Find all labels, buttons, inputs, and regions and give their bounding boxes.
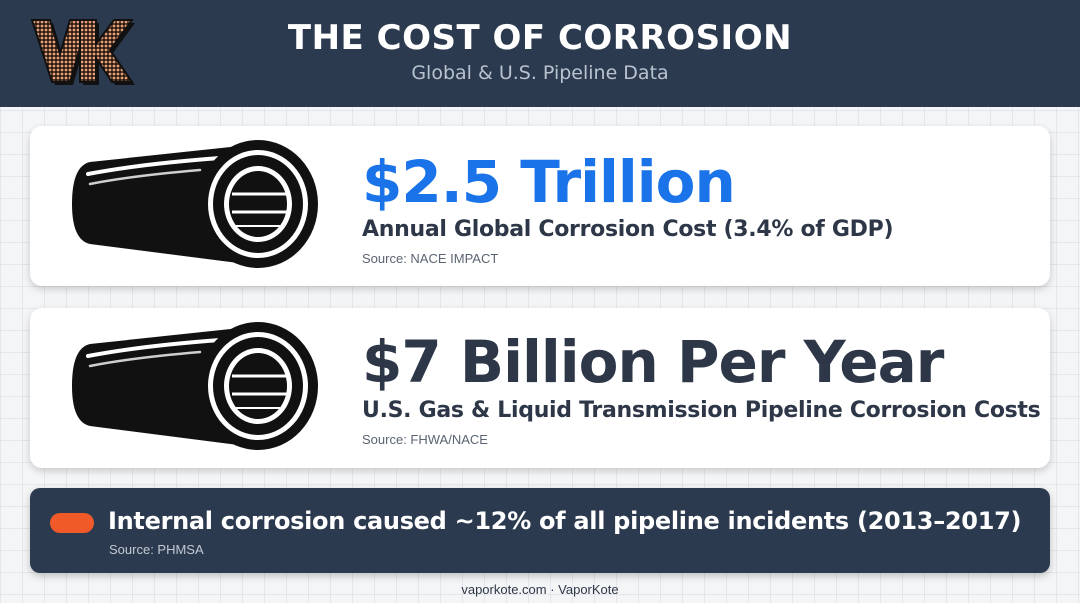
footer-credit: vaporkote.com · VaporKote	[461, 582, 619, 597]
stat-value-us: $7 Billion Per Year	[362, 328, 944, 396]
stat-source-global: Source: NACE IMPACT	[362, 251, 499, 266]
callout-text: Internal corrosion caused ~12% of all pi…	[108, 507, 1022, 535]
callout-source: Source: PHMSA	[109, 542, 204, 557]
stat-value-global: $2.5 Trillion	[362, 148, 736, 216]
pipe-icon	[72, 322, 318, 450]
header-bar: THE COST OF CORROSION Global & U.S. Pipe…	[0, 0, 1080, 107]
stat-source-us: Source: FHWA/NACE	[362, 432, 488, 447]
page-title: THE COST OF CORROSION	[287, 18, 793, 58]
stat-card-global: $2.5 Trillion Annual Global Corrosion Co…	[30, 126, 1050, 286]
page-subtitle: Global & U.S. Pipeline Data	[411, 62, 669, 84]
stat-card-us: $7 Billion Per Year U.S. Gas & Liquid Tr…	[30, 308, 1050, 468]
stat-description-us: U.S. Gas & Liquid Transmission Pipeline …	[362, 398, 1041, 423]
accent-pill-icon	[50, 513, 94, 533]
callout-banner: Internal corrosion caused ~12% of all pi…	[30, 488, 1050, 573]
vaporkote-logo	[30, 19, 135, 85]
stat-description-global: Annual Global Corrosion Cost (3.4% of GD…	[362, 217, 894, 242]
pipe-icon	[72, 140, 318, 268]
